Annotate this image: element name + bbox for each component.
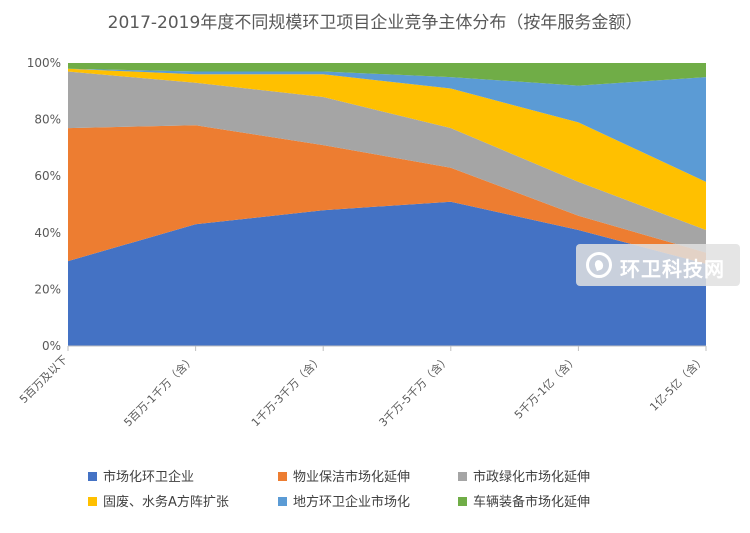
y-tick-label: 20%	[34, 282, 61, 296]
area-series-3	[68, 71, 706, 253]
watermark: 环卫科技网	[576, 244, 740, 286]
x-tick-label: 1亿-5亿（含）	[647, 352, 708, 413]
legend-swatch	[278, 472, 287, 481]
legend-item: 市场化环卫企业	[88, 466, 194, 485]
area-series-6	[68, 63, 706, 86]
y-tick-label: 80%	[34, 113, 61, 127]
area-layer	[68, 63, 706, 346]
legend-label: 物业保洁市场化延伸	[293, 470, 411, 485]
x-tick-layer: 5百万及以下 5百万-1千万（含） 1千万-3千万（含） 3千万-5千万（含） 5千万-…	[17, 352, 708, 429]
leaf-logo-icon	[586, 252, 612, 278]
axis-layer	[67, 345, 707, 351]
legend-label: 固废、水务A方阵扩张	[103, 495, 229, 510]
legend-label: 市场化环卫企业	[103, 470, 195, 485]
x-tick-label: 5千万-1亿（含）	[511, 352, 580, 421]
y-tick-layer: 0% 20% 40% 60% 80% 100%	[27, 56, 61, 353]
y-tick-label: 0%	[42, 339, 61, 353]
area-series-4	[68, 68, 706, 230]
y-tick-label: 40%	[34, 226, 61, 240]
x-tick-label: 5百万及以下	[17, 353, 70, 406]
legend-swatch	[278, 497, 287, 506]
x-tick-label: 3千万-5千万（含）	[376, 352, 453, 429]
legend-item: 车辆装备市场化延伸	[458, 491, 590, 510]
x-tick-label: 5百万-1千万（含）	[121, 352, 198, 429]
area-series-2	[68, 125, 706, 264]
y-tick-label: 60%	[34, 169, 61, 183]
legend-swatch	[458, 497, 467, 506]
area-series-5	[68, 68, 706, 182]
legend-label: 地方环卫企业市场化	[293, 495, 411, 510]
chart-title: 2017-2019年度不同规模环卫项目企业竞争主体分布（按年服务金额）	[107, 13, 643, 33]
legend-item: 物业保洁市场化延伸	[278, 466, 410, 485]
y-tick-label: 100%	[27, 56, 61, 70]
x-tick-label: 1千万-3千万（含）	[248, 352, 325, 429]
legend-swatch	[88, 472, 97, 481]
legend-item: 市政绿化市场化延伸	[458, 466, 590, 485]
legend-item: 固废、水务A方阵扩张	[88, 491, 229, 510]
legend-swatch	[458, 472, 467, 481]
legend-label: 市政绿化市场化延伸	[473, 470, 591, 485]
watermark-text: 环卫科技网	[620, 257, 725, 281]
legend-item: 地方环卫企业市场化	[278, 491, 410, 510]
legend-swatch	[88, 497, 97, 506]
legend-label: 车辆装备市场化延伸	[473, 495, 591, 510]
area-series-1	[68, 201, 706, 346]
